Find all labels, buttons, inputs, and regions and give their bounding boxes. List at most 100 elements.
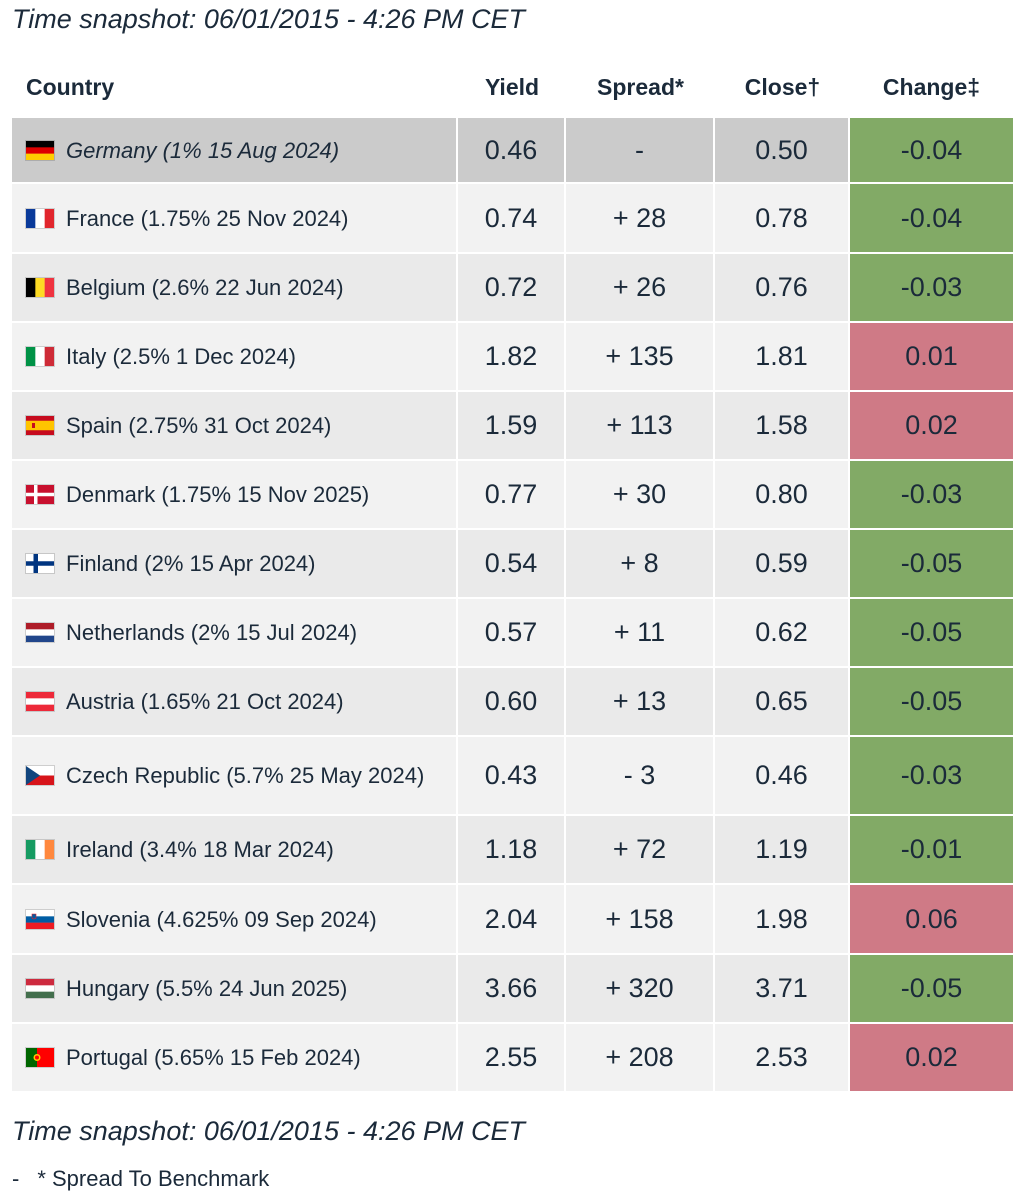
country-cell[interactable]: Netherlands (2% 15 Jul 2024) (12, 599, 458, 668)
table-row[interactable]: Austria (1.65% 21 Oct 2024) 0.60 + 13 0.… (12, 668, 1013, 737)
country-cell[interactable]: Hungary (5.5% 24 Jun 2025) (12, 955, 458, 1024)
spread-cell: + 28 (566, 184, 715, 254)
yield-cell: 0.57 (458, 599, 566, 668)
country-cell[interactable]: Portugal (5.65% 15 Feb 2024) (12, 1024, 458, 1093)
country-name[interactable]: France (1.75% 25 Nov 2024) (66, 205, 349, 231)
close-cell: 0.80 (715, 461, 850, 530)
table-row[interactable]: Germany (1% 15 Aug 2024) 0.46 - 0.50 -0.… (12, 118, 1013, 184)
table-row[interactable]: Ireland (3.4% 18 Mar 2024) 1.18 + 72 1.1… (12, 816, 1013, 885)
yield-cell: 0.77 (458, 461, 566, 530)
germany-flag-icon (26, 140, 54, 160)
table-row[interactable]: Finland (2% 15 Apr 2024) 0.54 + 8 0.59 -… (12, 530, 1013, 599)
close-cell: 0.50 (715, 118, 850, 184)
change-cell: 0.06 (850, 885, 1013, 955)
country-cell[interactable]: France (1.75% 25 Nov 2024) (12, 184, 458, 254)
close-cell: 0.78 (715, 184, 850, 254)
spread-cell: + 320 (566, 955, 715, 1024)
country-cell[interactable]: Denmark (1.75% 15 Nov 2025) (12, 461, 458, 530)
country-name[interactable]: Denmark (1.75% 15 Nov 2025) (66, 482, 370, 507)
country-name[interactable]: Czech Republic (5.7% 25 May 2024) (66, 763, 425, 788)
table-row[interactable]: Spain (2.75% 31 Oct 2024) 1.59 + 113 1.5… (12, 392, 1013, 461)
change-cell: -0.03 (850, 737, 1013, 816)
italy-flag-icon (26, 347, 54, 366)
spread-cell: + 113 (566, 392, 715, 461)
country-cell[interactable]: Finland (2% 15 Apr 2024) (12, 530, 458, 599)
change-cell: 0.01 (850, 323, 1013, 392)
table-row[interactable]: Belgium (2.6% 22 Jun 2024) 0.72 + 26 0.7… (12, 254, 1013, 323)
country-name[interactable]: Hungary (5.5% 24 Jun 2025) (66, 976, 348, 1001)
slovenia-flag-icon (26, 909, 54, 929)
country-name[interactable]: Portugal (5.65% 15 Feb 2024) (66, 1045, 361, 1070)
country-name[interactable]: Germany (1% 15 Aug 2024) (66, 137, 340, 163)
yield-cell: 2.55 (458, 1024, 566, 1093)
table-row[interactable]: Netherlands (2% 15 Jul 2024) 0.57 + 11 0… (12, 599, 1013, 668)
netherlands-flag-icon (26, 623, 54, 642)
country-name[interactable]: Netherlands (2% 15 Jul 2024) (66, 620, 358, 645)
snapshot-timestamp-bottom: Time snapshot: 06/01/2015 - 4:26 PM CET (12, 1116, 526, 1146)
column-header-yield[interactable]: Yield (458, 56, 566, 118)
czech-flag-icon (26, 766, 54, 785)
spread-cell: + 11 (566, 599, 715, 668)
country-name[interactable]: Ireland (3.4% 18 Mar 2024) (66, 837, 334, 862)
spread-cell: + 13 (566, 668, 715, 737)
country-cell[interactable]: Ireland (3.4% 18 Mar 2024) (12, 816, 458, 885)
close-cell: 3.71 (715, 955, 850, 1024)
spread-cell: + 208 (566, 1024, 715, 1093)
spread-cell: + 26 (566, 254, 715, 323)
table-row[interactable]: Portugal (5.65% 15 Feb 2024) 2.55 + 208 … (12, 1024, 1013, 1093)
table-row[interactable]: Slovenia (4.625% 09 Sep 2024) 2.04 + 158… (12, 885, 1013, 955)
footnote-spread-text: * Spread To Benchmark (37, 1166, 270, 1191)
table-row[interactable]: Italy (2.5% 1 Dec 2024) 1.82 + 135 1.81 … (12, 323, 1013, 392)
country-cell[interactable]: Spain (2.75% 31 Oct 2024) (12, 392, 458, 461)
bond-yields-table: Country Yield Spread* Close† Change‡ Ger… (12, 56, 1013, 1093)
country-name[interactable]: Finland (2% 15 Apr 2024) (66, 551, 316, 576)
spread-cell: + 72 (566, 816, 715, 885)
table-row[interactable]: France (1.75% 25 Nov 2024) 0.74 + 28 0.7… (12, 184, 1013, 254)
country-name[interactable]: Slovenia (4.625% 09 Sep 2024) (66, 906, 377, 932)
close-cell: 0.65 (715, 668, 850, 737)
snapshot-timestamp-top: Time snapshot: 06/01/2015 - 4:26 PM CET (12, 4, 526, 34)
close-cell: 0.62 (715, 599, 850, 668)
column-header-country[interactable]: Country (12, 56, 458, 118)
spread-cell: + 158 (566, 885, 715, 955)
yield-cell: 0.60 (458, 668, 566, 737)
austria-flag-icon (26, 692, 54, 711)
yield-cell: 1.82 (458, 323, 566, 392)
yield-cell: 0.54 (458, 530, 566, 599)
yield-cell: 1.59 (458, 392, 566, 461)
close-cell: 0.46 (715, 737, 850, 816)
column-header-close[interactable]: Close† (715, 56, 850, 118)
country-cell[interactable]: Germany (1% 15 Aug 2024) (12, 118, 458, 184)
change-cell: -0.04 (850, 184, 1013, 254)
country-cell[interactable]: Slovenia (4.625% 09 Sep 2024) (12, 885, 458, 955)
change-cell: -0.05 (850, 599, 1013, 668)
yield-cell: 1.18 (458, 816, 566, 885)
country-cell[interactable]: Italy (2.5% 1 Dec 2024) (12, 323, 458, 392)
ireland-flag-icon (26, 840, 54, 859)
table-header-row: Country Yield Spread* Close† Change‡ (12, 56, 1013, 118)
spread-cell: + 30 (566, 461, 715, 530)
country-cell[interactable]: Czech Republic (5.7% 25 May 2024) (12, 737, 458, 816)
change-cell: 0.02 (850, 392, 1013, 461)
portugal-flag-icon (26, 1048, 54, 1067)
country-cell[interactable]: Austria (1.65% 21 Oct 2024) (12, 668, 458, 737)
country-name[interactable]: Spain (2.75% 31 Oct 2024) (66, 413, 332, 438)
close-cell: 0.59 (715, 530, 850, 599)
table-row[interactable]: Denmark (1.75% 15 Nov 2025) 0.77 + 30 0.… (12, 461, 1013, 530)
footnote: - * Spread To Benchmark (12, 1166, 269, 1192)
france-flag-icon (26, 208, 54, 228)
change-cell: 0.02 (850, 1024, 1013, 1093)
yield-cell: 0.43 (458, 737, 566, 816)
table-row[interactable]: Hungary (5.5% 24 Jun 2025) 3.66 + 320 3.… (12, 955, 1013, 1024)
hungary-flag-icon (26, 979, 54, 998)
column-header-spread[interactable]: Spread* (566, 56, 715, 118)
spread-cell: - 3 (566, 737, 715, 816)
country-name[interactable]: Austria (1.65% 21 Oct 2024) (66, 689, 344, 714)
country-name[interactable]: Belgium (2.6% 22 Jun 2024) (66, 275, 344, 300)
table-row[interactable]: Czech Republic (5.7% 25 May 2024) 0.43 -… (12, 737, 1013, 816)
column-header-change[interactable]: Change‡ (850, 56, 1013, 118)
country-name[interactable]: Italy (2.5% 1 Dec 2024) (66, 344, 296, 369)
country-cell[interactable]: Belgium (2.6% 22 Jun 2024) (12, 254, 458, 323)
close-cell: 0.76 (715, 254, 850, 323)
denmark-flag-icon (26, 485, 54, 504)
